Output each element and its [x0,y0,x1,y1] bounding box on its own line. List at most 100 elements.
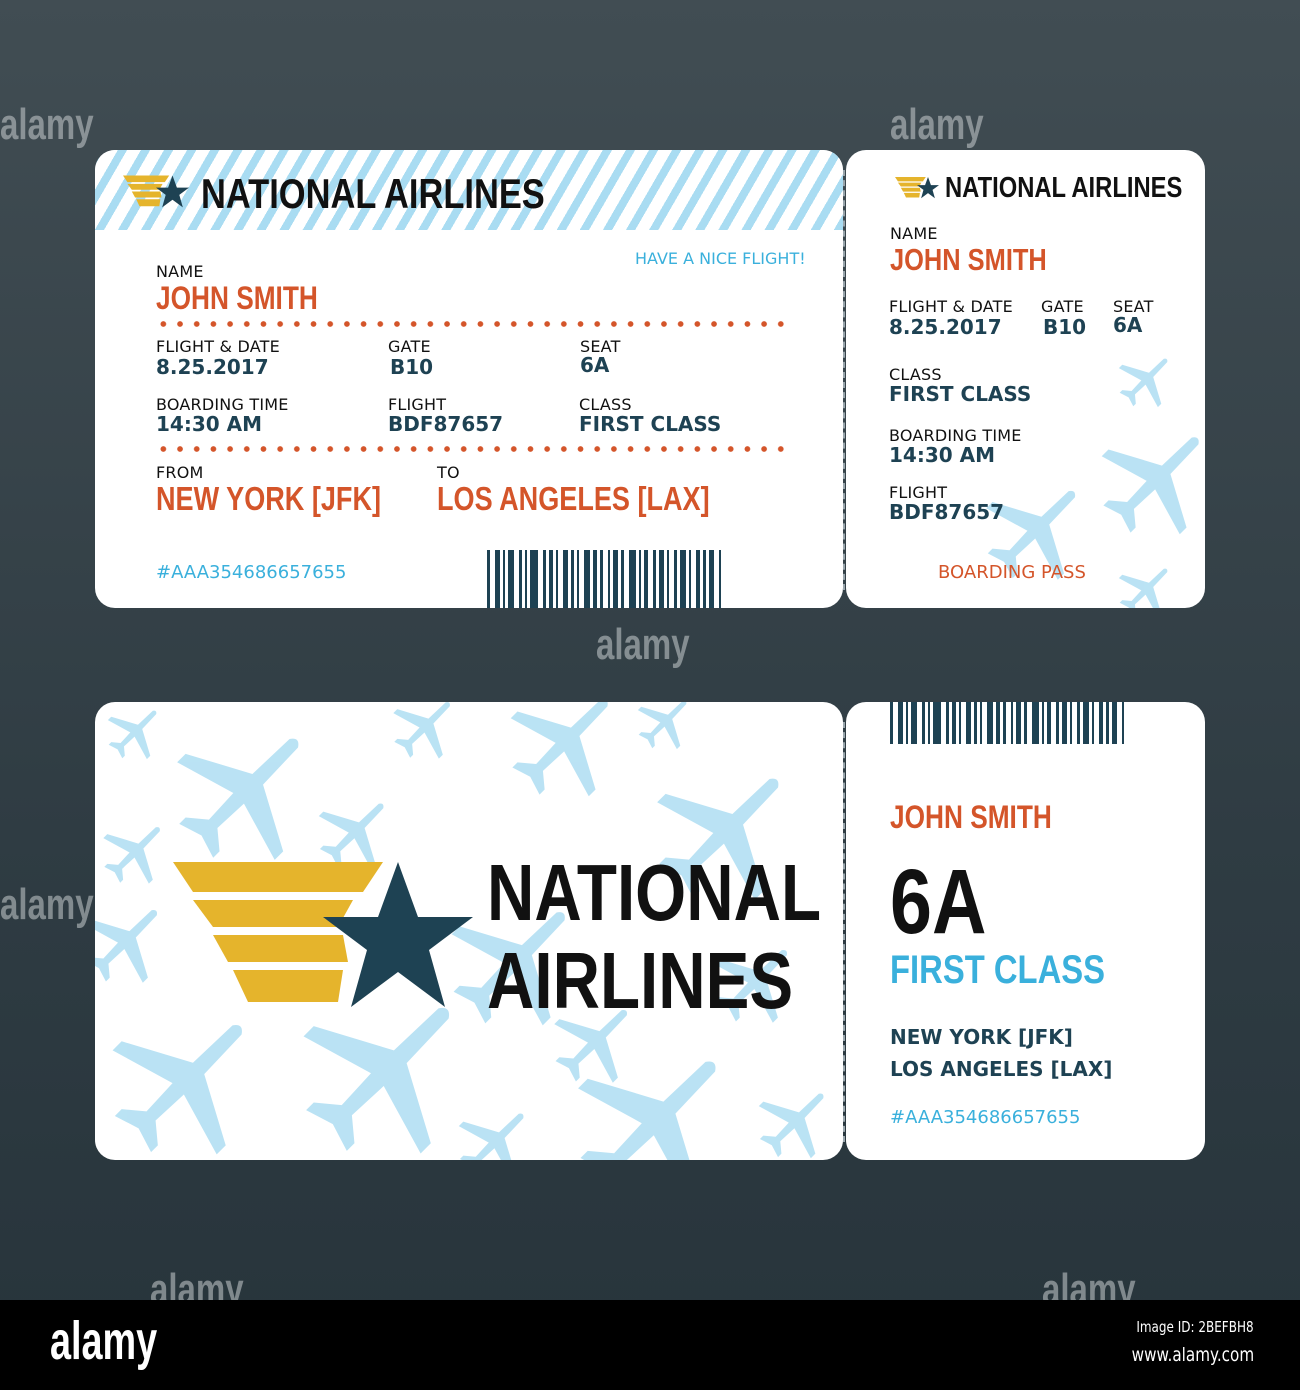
plane-icon [442,1088,549,1160]
barcode-bar [906,702,908,744]
class: FIRST CLASS [890,948,1106,992]
boarding-time-label: BOARDING TIME [889,426,1022,445]
barcode-bar [898,702,903,744]
barcode-bar [543,550,546,608]
gate: B10 [390,355,434,379]
barcode-bar [1056,702,1059,744]
name-label: NAME [890,224,938,243]
plane-icon [1077,399,1205,559]
plane-icon [95,804,183,898]
flight-number: BDF87657 [889,500,1005,524]
boarding-time-label: BOARDING TIME [156,395,289,414]
barcode [487,550,775,608]
to-city: LOS ANGELES [LAX] [437,480,710,517]
seat-label: SEAT [580,337,621,356]
barcode-bar [1083,702,1089,744]
airline-logo-icon [123,175,189,209]
class: FIRST CLASS [579,412,722,436]
boarding-pass-stub: JOHN SMITH 6A FIRST CLASS NEW YORK [JFK]… [846,702,1205,1160]
plane-icon [486,702,646,821]
footer-bar: alamy Image ID: 2BEFBH8 www.alamy.com [0,1300,1300,1390]
flight-label: FLIGHT [388,395,447,414]
airline-logo-icon [895,177,939,199]
watermark-text: alamy [0,880,94,929]
dotted-divider [155,446,785,452]
airline-name: NATIONAL AIRLINES [945,172,1183,204]
barcode-bar [1062,702,1067,744]
class-label: CLASS [579,395,632,414]
greeting: HAVE A NICE FLIGHT! [635,249,806,268]
boarding-pass-stub: NATIONAL AIRLINES NAME JOHN SMITH FLIGHT… [846,150,1205,608]
flight-number: BDF87657 [388,412,504,436]
to-label: TO [437,463,460,482]
barcode-bar [974,702,977,744]
plane-icon [742,1068,843,1160]
barcode-bar [674,550,677,608]
barcode-bar [959,702,961,744]
barcode-bar [525,550,527,608]
barcode-bar [530,550,538,608]
barcode-bar [621,550,624,608]
barcode-bar [680,550,686,608]
boarding-time: 14:30 AM [889,443,996,467]
name-label: NAME [156,262,204,281]
barcode-bar [1042,702,1044,744]
from-city: NEW YORK [JFK] [890,1025,1073,1049]
barcode-bar [608,550,610,608]
barcode-bar [928,702,930,744]
plane-icon [95,881,186,1001]
barcode-bar [922,702,925,744]
barcode-bar [1003,702,1006,744]
barcode-bar [600,550,603,608]
barcode-bar [495,550,500,608]
barcode-bar [719,550,721,608]
to-city: LOS ANGELES [LAX] [890,1057,1113,1081]
footer-logo: alamy [50,1311,158,1371]
barcode-bar [1070,702,1072,744]
image-id: Image ID: 2BEFBH8 [1136,1318,1254,1336]
barcode-bar [519,550,522,608]
barcode-bar [911,702,917,744]
booking-code: #AAA354686657655 [156,562,347,583]
airline-name-line2: AIRLINES [487,936,794,1025]
passenger-name: JOHN SMITH [890,799,1052,835]
barcode-bar [980,702,982,744]
plane-icon [95,702,176,772]
gate-label: GATE [388,337,431,356]
barcode-bar [933,702,941,744]
barcode-bar [1099,702,1103,744]
barcode-bar [1016,702,1021,744]
barcode-bar [639,550,641,608]
barcode-bar [709,550,714,608]
flight-date-label: FLIGHT & DATE [156,337,280,356]
airline-name-line1: NATIONAL [487,848,822,937]
plane-icon [1106,549,1187,608]
flight-date: 8.25.2017 [889,315,1002,339]
barcode-bar [696,550,700,608]
barcode-bar [613,550,618,608]
flight-date: 8.25.2017 [156,355,269,379]
watermark-text: alamy [596,620,690,669]
footer-url: www.alamy.com [1131,1344,1254,1366]
boarding-pass-label: BOARDING PASS [938,562,1086,583]
airline-name: NATIONAL AIRLINES [201,170,545,217]
passenger-name: JOHN SMITH [156,280,318,316]
barcode-bar [593,550,597,608]
dotted-divider [155,321,785,327]
perforation-line [843,722,845,1142]
seat: 6A [1113,313,1143,337]
plane-icon [1106,339,1187,420]
seat: 6A [580,353,610,377]
boarding-pass-cover: NATIONAL AIRLINES [95,702,843,1160]
from-label: FROM [156,463,204,482]
barcode-bar [549,550,553,608]
barcode-bar [556,550,558,608]
gate: B10 [1043,315,1087,339]
stripe-header [95,150,843,230]
barcode-bar [667,550,669,608]
barcode-bar [659,550,664,608]
barcode-bar [629,550,636,608]
barcode-bar [571,550,574,608]
seat: 6A [890,851,987,953]
gate-label: GATE [1041,297,1084,316]
